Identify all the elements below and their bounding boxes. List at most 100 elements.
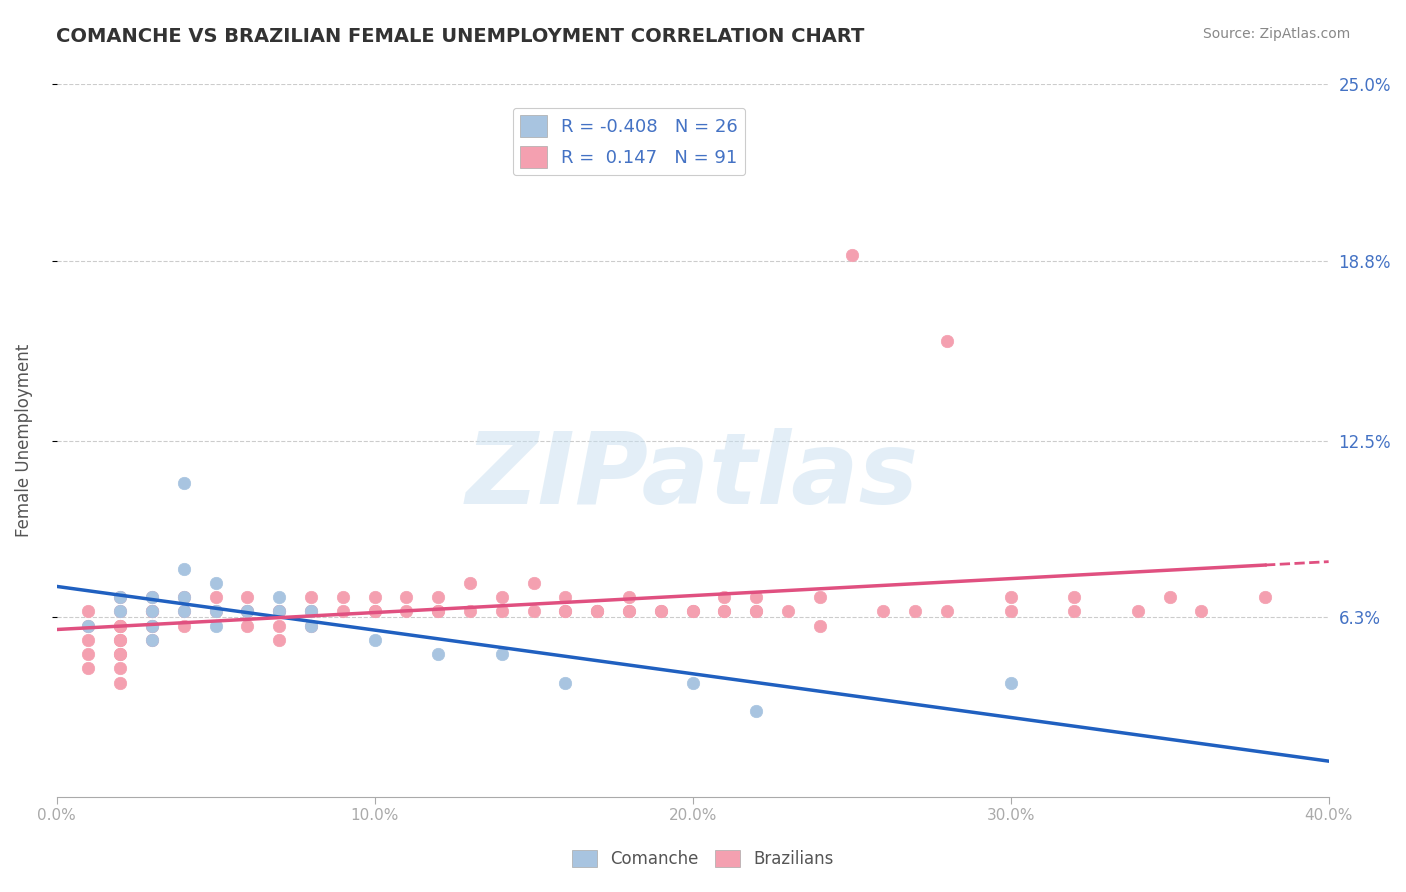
Point [427, 591, 450, 605]
Point [586, 605, 609, 619]
Point [713, 605, 735, 619]
Point [745, 704, 768, 718]
Point [269, 605, 291, 619]
Point [841, 248, 863, 262]
Point [554, 605, 576, 619]
Point [523, 576, 546, 591]
Point [269, 619, 291, 633]
Point [1063, 591, 1085, 605]
Point [110, 591, 132, 605]
Legend: R = -0.408   N = 26, R =  0.147   N = 91: R = -0.408 N = 26, R = 0.147 N = 91 [513, 108, 745, 175]
Point [1254, 591, 1277, 605]
Point [110, 619, 132, 633]
Point [617, 605, 640, 619]
Point [1126, 605, 1149, 619]
Point [332, 591, 354, 605]
Point [173, 605, 195, 619]
Point [110, 647, 132, 661]
Point [458, 576, 481, 591]
Point [427, 605, 450, 619]
Point [141, 605, 163, 619]
Point [776, 605, 799, 619]
Point [204, 605, 226, 619]
Point [269, 591, 291, 605]
Point [872, 605, 894, 619]
Point [1000, 591, 1022, 605]
Point [173, 619, 195, 633]
Point [299, 605, 322, 619]
Point [682, 605, 704, 619]
Point [269, 632, 291, 647]
Point [808, 591, 831, 605]
Point [363, 632, 385, 647]
Point [77, 647, 100, 661]
Point [617, 591, 640, 605]
Point [204, 591, 226, 605]
Point [110, 605, 132, 619]
Y-axis label: Female Unemployment: Female Unemployment [15, 344, 32, 537]
Point [650, 605, 672, 619]
Point [554, 675, 576, 690]
Point [395, 591, 418, 605]
Point [554, 605, 576, 619]
Point [141, 591, 163, 605]
Point [141, 605, 163, 619]
Point [204, 576, 226, 591]
Text: COMANCHE VS BRAZILIAN FEMALE UNEMPLOYMENT CORRELATION CHART: COMANCHE VS BRAZILIAN FEMALE UNEMPLOYMEN… [56, 27, 865, 45]
Text: Source: ZipAtlas.com: Source: ZipAtlas.com [1202, 27, 1350, 41]
Point [617, 605, 640, 619]
Point [363, 605, 385, 619]
Point [110, 661, 132, 675]
Point [936, 605, 959, 619]
Point [332, 605, 354, 619]
Point [1000, 605, 1022, 619]
Point [173, 591, 195, 605]
Point [299, 605, 322, 619]
Point [110, 591, 132, 605]
Point [173, 591, 195, 605]
Point [363, 605, 385, 619]
Point [1000, 675, 1022, 690]
Point [299, 619, 322, 633]
Point [77, 619, 100, 633]
Point [682, 605, 704, 619]
Point [141, 632, 163, 647]
Point [269, 605, 291, 619]
Point [650, 605, 672, 619]
Point [173, 476, 195, 491]
Point [110, 619, 132, 633]
Point [77, 661, 100, 675]
Point [936, 334, 959, 348]
Point [77, 632, 100, 647]
Point [491, 605, 513, 619]
Text: ZIPatlas: ZIPatlas [465, 427, 920, 524]
Point [141, 619, 163, 633]
Point [427, 605, 450, 619]
Point [141, 619, 163, 633]
Point [458, 605, 481, 619]
Point [236, 619, 259, 633]
Point [236, 605, 259, 619]
Point [269, 605, 291, 619]
Point [586, 605, 609, 619]
Point [586, 605, 609, 619]
Point [427, 647, 450, 661]
Point [713, 591, 735, 605]
Point [141, 632, 163, 647]
Point [173, 605, 195, 619]
Point [299, 591, 322, 605]
Point [141, 605, 163, 619]
Point [77, 605, 100, 619]
Point [110, 619, 132, 633]
Point [745, 591, 768, 605]
Point [204, 605, 226, 619]
Point [1191, 605, 1213, 619]
Point [236, 605, 259, 619]
Point [141, 591, 163, 605]
Point [141, 619, 163, 633]
Point [110, 647, 132, 661]
Point [236, 605, 259, 619]
Point [173, 562, 195, 576]
Point [110, 675, 132, 690]
Point [523, 605, 546, 619]
